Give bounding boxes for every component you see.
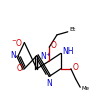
Text: N: N (46, 79, 52, 88)
Text: N: N (10, 51, 16, 60)
Text: N$^{+}$: N$^{+}$ (40, 50, 52, 61)
Text: Me: Me (82, 86, 90, 91)
Text: O: O (16, 64, 22, 73)
Text: O: O (72, 63, 78, 72)
Text: O: O (51, 41, 57, 50)
Text: NH: NH (62, 47, 74, 56)
Text: Et: Et (69, 27, 76, 32)
Text: $^{-}$O: $^{-}$O (11, 37, 23, 48)
